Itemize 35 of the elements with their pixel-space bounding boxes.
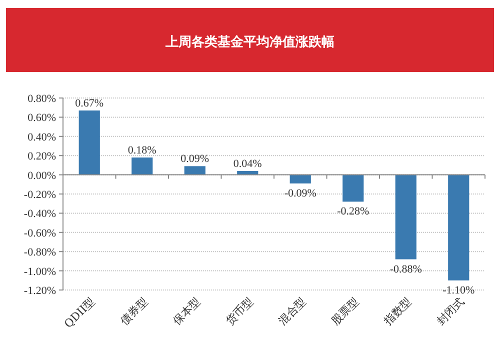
y-tick-label: -0.40%: [24, 208, 56, 220]
bar: [290, 174, 311, 184]
bar: [78, 110, 100, 175]
data-label: -0.09%: [284, 187, 316, 200]
bar: [184, 166, 206, 175]
bar: [395, 174, 416, 260]
y-tick-label: 0.60%: [28, 112, 56, 124]
y-tick-label: -0.60%: [24, 227, 56, 240]
data-label: -0.88%: [390, 263, 422, 276]
data-label: 0.04%: [233, 158, 262, 170]
y-tick-label: -0.80%: [24, 246, 56, 259]
bar: [448, 174, 470, 280]
y-tick-label: 0.80%: [28, 93, 56, 105]
x-tick-label: 股票型: [328, 294, 362, 328]
bar: [237, 170, 258, 175]
x-tick-label: 封闭式: [434, 294, 467, 328]
x-tick-label: 货币型: [223, 294, 256, 328]
data-label: 0.18%: [128, 144, 156, 157]
y-tick-label: 0.00%: [28, 170, 56, 182]
y-tick-label: 0.20%: [28, 150, 56, 163]
x-tick-label: 债券型: [118, 294, 150, 328]
bar: [132, 158, 153, 175]
chart-title: 上周各类基金平均净值涨跌幅: [164, 35, 334, 50]
data-label: -1.10%: [442, 284, 475, 296]
x-tick-label: 保本型: [170, 294, 203, 328]
x-tick-label: 指数型: [380, 294, 414, 328]
bar: [342, 174, 364, 202]
y-tick-label: -1.20%: [24, 285, 56, 297]
data-label: 0.09%: [180, 153, 210, 166]
y-tick-label: 0.40%: [28, 131, 56, 144]
y-tick-label: -0.20%: [24, 189, 56, 201]
data-label: -0.28%: [337, 206, 370, 218]
y-tick-label: -1.00%: [24, 266, 56, 278]
data-label: 0.67%: [75, 97, 104, 110]
x-tick-label: 混合型: [276, 294, 308, 328]
